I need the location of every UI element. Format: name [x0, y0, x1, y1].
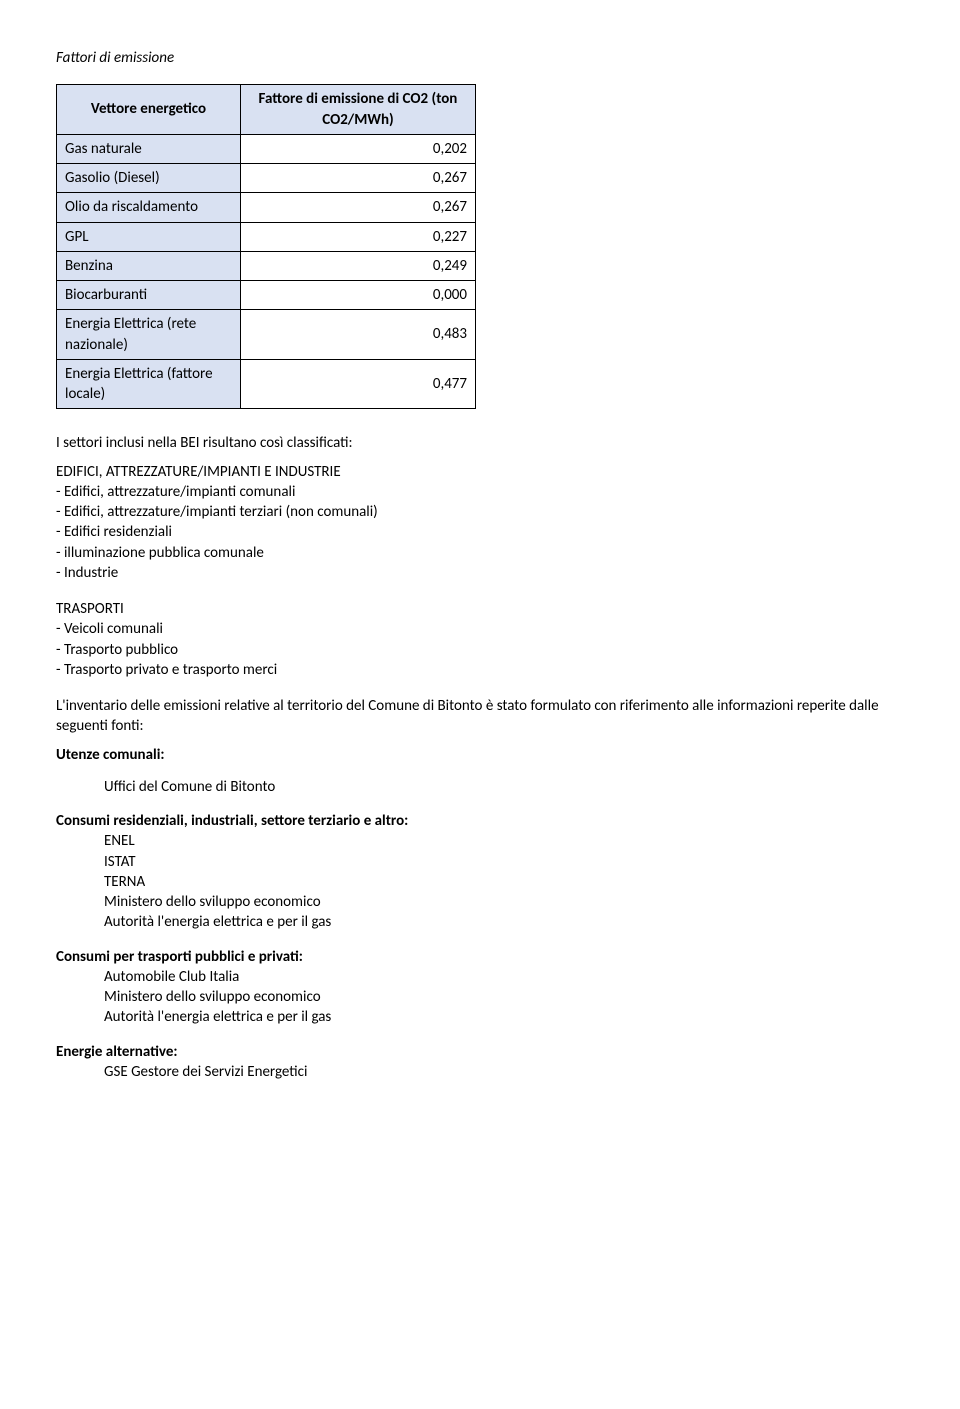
table-header-fattore: Fattore di emissione di CO2 (ton CO2/MWh…: [240, 85, 475, 135]
consumi-res-block: Consumi residenziali, industriali, setto…: [56, 811, 904, 933]
list-item: TERNA: [104, 872, 904, 892]
table-cell-value: 0,202: [240, 134, 475, 163]
table-cell-value: 0,227: [240, 222, 475, 251]
table-row: Olio da riscaldamento0,267: [57, 193, 476, 222]
table-cell-value: 0,477: [240, 359, 475, 409]
table-cell-value: 0,000: [240, 281, 475, 310]
list-item: - Edifici, attrezzature/impianti comunal…: [56, 482, 904, 502]
table-row: GPL0,227: [57, 222, 476, 251]
table-cell-label: Olio da riscaldamento: [57, 193, 241, 222]
list-item: - Edifici, attrezzature/impianti terziar…: [56, 502, 904, 522]
table-row: Gas naturale0,202: [57, 134, 476, 163]
list-item: GSE Gestore dei Servizi Energetici: [104, 1062, 904, 1082]
emission-table: Vettore energetico Fattore di emissione …: [56, 84, 476, 409]
table-cell-label: Gasolio (Diesel): [57, 164, 241, 193]
consumi-trasp-block: Consumi per trasporti pubblici e privati…: [56, 947, 904, 1028]
intro-line: I settori inclusi nella BEI risultano co…: [56, 433, 904, 453]
energie-alt-heading: Energie alternative:: [56, 1042, 904, 1062]
table-cell-label: Gas naturale: [57, 134, 241, 163]
list-item: Autorità l'energia elettrica e per il ga…: [104, 1007, 904, 1027]
edifici-block: EDIFICI, ATTREZZATURE/IMPIANTI E INDUSTR…: [56, 462, 904, 584]
edifici-heading: EDIFICI, ATTREZZATURE/IMPIANTI E INDUSTR…: [56, 462, 904, 482]
table-row: Energia Elettrica (rete nazionale)0,483: [57, 310, 476, 360]
table-row: Benzina0,249: [57, 251, 476, 280]
table-row: Energia Elettrica (fattore locale)0,477: [57, 359, 476, 409]
list-item: Uffici del Comune di Bitonto: [104, 777, 904, 797]
table-row: Gasolio (Diesel)0,267: [57, 164, 476, 193]
list-item: ENEL: [104, 831, 904, 851]
table-cell-label: Energia Elettrica (fattore locale): [57, 359, 241, 409]
table-cell-label: Benzina: [57, 251, 241, 280]
list-item: - Trasporto pubblico: [56, 640, 904, 660]
list-item: ISTAT: [104, 852, 904, 872]
trasporti-block: TRASPORTI - Veicoli comunali- Trasporto …: [56, 599, 904, 680]
list-item: Automobile Club Italia: [104, 967, 904, 987]
trasporti-heading: TRASPORTI: [56, 599, 904, 619]
list-item: Autorità l'energia elettrica e per il ga…: [104, 912, 904, 932]
table-cell-value: 0,249: [240, 251, 475, 280]
table-header-vettore: Vettore energetico: [57, 85, 241, 135]
table-cell-value: 0,483: [240, 310, 475, 360]
table-cell-label: GPL: [57, 222, 241, 251]
utenze-block: Utenze comunali: Uffici del Comune di Bi…: [56, 745, 904, 798]
table-cell-label: Biocarburanti: [57, 281, 241, 310]
section-title: Fattori di emissione: [56, 48, 904, 68]
table-cell-value: 0,267: [240, 193, 475, 222]
consumi-res-heading: Consumi residenziali, industriali, setto…: [56, 811, 904, 831]
table-cell-label: Energia Elettrica (rete nazionale): [57, 310, 241, 360]
list-item: - Industrie: [56, 563, 904, 583]
list-item: - Trasporto privato e trasporto merci: [56, 660, 904, 680]
list-item: Ministero dello sviluppo economico: [104, 892, 904, 912]
utenze-heading: Utenze comunali:: [56, 745, 904, 765]
list-item: - illuminazione pubblica comunale: [56, 543, 904, 563]
table-row: Biocarburanti0,000: [57, 281, 476, 310]
list-item: Ministero dello sviluppo economico: [104, 987, 904, 1007]
list-item: - Edifici residenziali: [56, 522, 904, 542]
inventario-para: L'inventario delle emissioni relative al…: [56, 696, 904, 737]
list-item: - Veicoli comunali: [56, 619, 904, 639]
energie-alt-block: Energie alternative: GSE Gestore dei Ser…: [56, 1042, 904, 1083]
table-cell-value: 0,267: [240, 164, 475, 193]
consumi-trasp-heading: Consumi per trasporti pubblici e privati…: [56, 947, 904, 967]
